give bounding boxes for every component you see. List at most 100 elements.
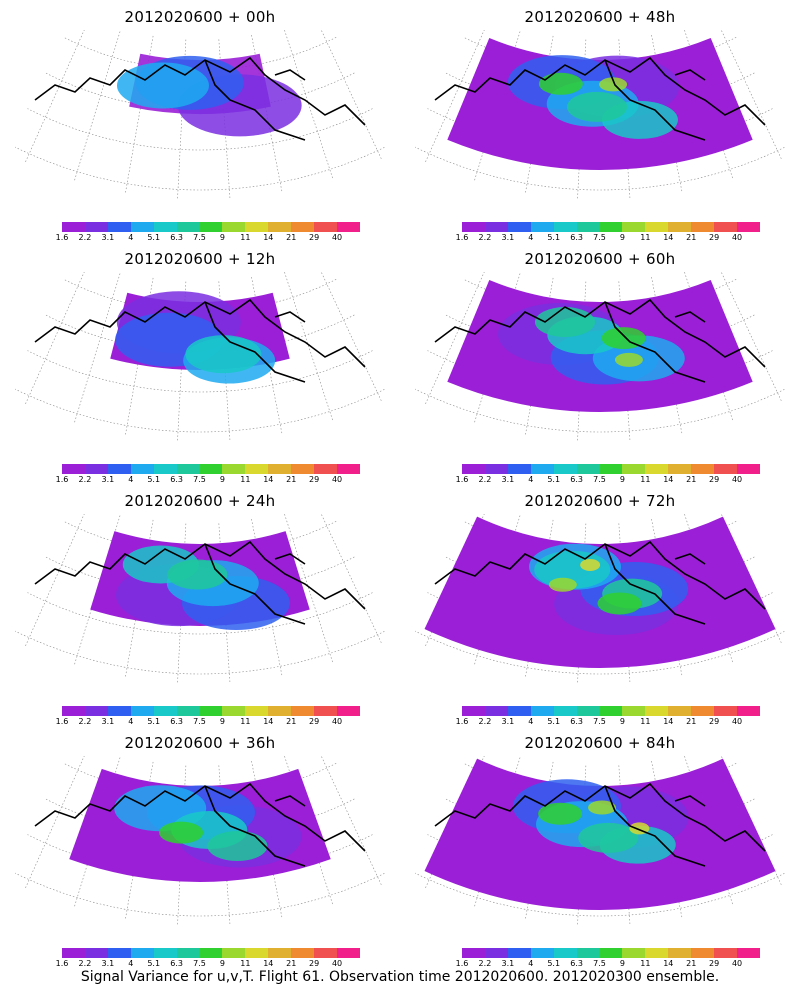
colorbar-swatch bbox=[462, 706, 485, 716]
colorbar-tick-label: 21 bbox=[286, 959, 297, 968]
variance-map bbox=[15, 756, 385, 926]
colorbar-swatch bbox=[337, 948, 360, 958]
variance-shading bbox=[424, 516, 776, 668]
colorbar-swatch bbox=[199, 222, 223, 232]
colorbar-tick-label: 7.5 bbox=[193, 233, 206, 242]
colorbar-tick-label: 9 bbox=[619, 475, 625, 484]
colorbar-swatch bbox=[107, 222, 131, 232]
colorbar-swatch bbox=[268, 706, 292, 716]
colorbar-tick-label: 29 bbox=[709, 475, 720, 484]
variance-map bbox=[15, 272, 385, 442]
colorbar-tick-label: 6.3 bbox=[570, 233, 583, 242]
colorbar-tick-label: 1.6 bbox=[455, 959, 469, 968]
colorbar-swatch bbox=[62, 464, 85, 474]
colorbar-swatch bbox=[176, 706, 200, 716]
variance-shading bbox=[116, 53, 302, 137]
colorbar-tick-label: 4 bbox=[128, 717, 134, 726]
colorbar-swatch bbox=[645, 464, 669, 474]
colorbar-swatch bbox=[130, 706, 154, 716]
colorbar-swatch bbox=[337, 706, 360, 716]
coastline bbox=[434, 782, 766, 867]
colorbar-swatch bbox=[314, 464, 338, 474]
colorbar bbox=[462, 706, 760, 716]
colorbar-swatch bbox=[553, 706, 577, 716]
colorbar-tick-label: 3.1 bbox=[101, 959, 115, 968]
colorbar-swatch bbox=[714, 706, 738, 716]
coastline bbox=[434, 298, 766, 383]
colorbar bbox=[62, 464, 360, 474]
colorbar-swatch bbox=[484, 706, 508, 716]
colorbar-tick-label: 6.3 bbox=[570, 717, 583, 726]
colorbar-swatch bbox=[222, 464, 246, 474]
colorbar-swatch bbox=[62, 706, 85, 716]
colorbar-swatch bbox=[130, 948, 154, 958]
colorbar bbox=[62, 948, 360, 958]
colorbar-swatch bbox=[714, 464, 738, 474]
variance-shading bbox=[90, 531, 310, 631]
colorbar-tick-label: 29 bbox=[309, 959, 320, 968]
colorbar-swatch bbox=[245, 222, 269, 232]
colorbar-swatch bbox=[599, 464, 623, 474]
colorbar-swatch bbox=[576, 948, 600, 958]
variance-shading bbox=[447, 280, 753, 412]
forecast-panel: 2012020600 + 48h 1.6 2.2 3.1 4 5.1 6.3 7.5 9 11 14… bbox=[400, 0, 800, 242]
colorbar-swatch bbox=[199, 706, 223, 716]
colorbar-swatch bbox=[576, 706, 600, 716]
colorbar-swatch bbox=[530, 706, 554, 716]
colorbar-tick-label: 11 bbox=[640, 475, 651, 484]
colorbar-tick-label: 4 bbox=[528, 475, 534, 484]
colorbar-swatch bbox=[107, 948, 131, 958]
colorbar-tick-label: 14 bbox=[663, 233, 674, 242]
colorbar-tick-label: 40 bbox=[731, 959, 743, 968]
coastline bbox=[34, 540, 366, 625]
colorbar-tick-label: 3.1 bbox=[101, 717, 115, 726]
colorbar-tick-label: 4 bbox=[128, 959, 134, 968]
colorbar-swatch bbox=[245, 948, 269, 958]
colorbar-swatch bbox=[107, 706, 131, 716]
colorbar-tick-label: 3.1 bbox=[501, 717, 515, 726]
colorbar-swatch bbox=[484, 222, 508, 232]
colorbar-swatch bbox=[645, 706, 669, 716]
colorbar-swatch bbox=[714, 222, 738, 232]
colorbar-swatch bbox=[62, 948, 85, 958]
colorbar-swatch bbox=[622, 464, 646, 474]
colorbar-swatch bbox=[337, 464, 360, 474]
colorbar-tick-label: 1.6 bbox=[55, 959, 69, 968]
colorbar-tick-label: 2.2 bbox=[478, 717, 492, 726]
colorbar-swatch bbox=[553, 948, 577, 958]
colorbar-swatch bbox=[622, 706, 646, 716]
panel-title: 2012020600 + 24h bbox=[124, 492, 276, 510]
colorbar-tick-label: 9 bbox=[619, 717, 625, 726]
panel-title: 2012020600 + 72h bbox=[524, 492, 676, 510]
colorbar-tick-label: 5.1 bbox=[147, 475, 161, 484]
colorbar-tick-label: 9 bbox=[619, 959, 625, 968]
colorbar-tick-label: 2.2 bbox=[478, 475, 492, 484]
colorbar-swatch bbox=[507, 706, 531, 716]
colorbar-swatch bbox=[484, 464, 508, 474]
variance-map bbox=[415, 756, 785, 926]
colorbar-tick-label: 11 bbox=[240, 475, 251, 484]
colorbar-tick-label: 21 bbox=[686, 717, 697, 726]
forecast-panel: 2012020600 + 84h 1.6 2.2 3.1 4 5.1 6.3 7.5 9 11 14… bbox=[400, 726, 800, 968]
colorbar-swatch bbox=[622, 222, 646, 232]
colorbar-swatch bbox=[507, 948, 531, 958]
colorbar-swatch bbox=[737, 706, 760, 716]
colorbar-tick-label: 1.6 bbox=[55, 717, 69, 726]
colorbar-tick-label: 11 bbox=[640, 717, 651, 726]
colorbar-tick-label: 6.3 bbox=[170, 959, 183, 968]
panel-title: 2012020600 + 60h bbox=[524, 250, 676, 268]
colorbar-tick-label: 4 bbox=[128, 475, 134, 484]
colorbar-tick-label: 6.3 bbox=[570, 475, 583, 484]
colorbar-tick-label: 4 bbox=[528, 959, 534, 968]
colorbar-swatch bbox=[530, 464, 554, 474]
colorbar-swatch bbox=[645, 222, 669, 232]
variance-map bbox=[415, 30, 785, 200]
colorbar-swatch bbox=[599, 706, 623, 716]
colorbar-tick-label: 40 bbox=[331, 233, 343, 242]
colorbar-swatch bbox=[291, 464, 315, 474]
colorbar-tick-label: 11 bbox=[240, 717, 251, 726]
colorbar-tick-label: 21 bbox=[686, 475, 697, 484]
colorbar-swatch bbox=[314, 706, 338, 716]
colorbar-tick-label: 29 bbox=[309, 475, 320, 484]
colorbar-tick-label: 7.5 bbox=[593, 233, 606, 242]
